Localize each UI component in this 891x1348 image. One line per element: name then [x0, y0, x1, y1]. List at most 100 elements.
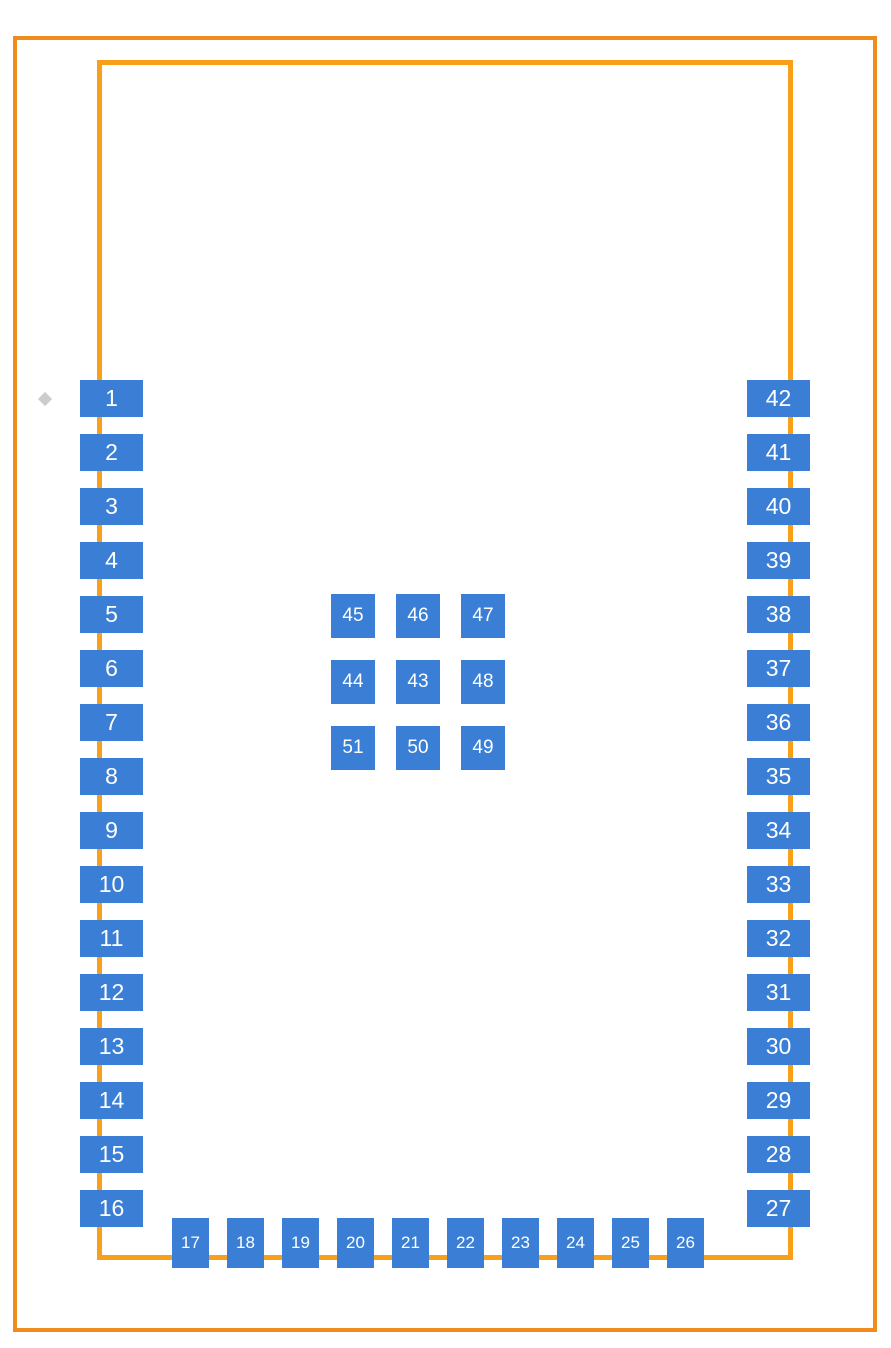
pad-label: 26 [676, 1233, 695, 1253]
pad-37: 37 [747, 650, 810, 687]
pad-label: 29 [766, 1087, 792, 1114]
outline-right-upper [788, 60, 793, 380]
pad-label: 10 [99, 871, 125, 898]
pad-30: 30 [747, 1028, 810, 1065]
pad-label: 49 [472, 737, 493, 759]
pad-35: 35 [747, 758, 810, 795]
pad-label: 2 [105, 439, 118, 466]
pad-27: 27 [747, 1190, 810, 1227]
pad-43: 43 [396, 660, 440, 704]
pad-label: 30 [766, 1033, 792, 1060]
pad-label: 47 [472, 605, 493, 627]
pad-36: 36 [747, 704, 810, 741]
pad-label: 8 [105, 763, 118, 790]
outline-left-upper [97, 60, 102, 380]
pad-label: 21 [401, 1233, 420, 1253]
pad-label: 36 [766, 709, 792, 736]
pad-label: 20 [346, 1233, 365, 1253]
pad-label: 50 [407, 737, 428, 759]
pad-label: 38 [766, 601, 792, 628]
pad-50: 50 [396, 726, 440, 770]
pad-18: 18 [227, 1218, 264, 1268]
pad-label: 16 [99, 1195, 125, 1222]
pad-31: 31 [747, 974, 810, 1011]
pad-label: 13 [99, 1033, 125, 1060]
pad-32: 32 [747, 920, 810, 957]
pad-label: 27 [766, 1195, 792, 1222]
pad-33: 33 [747, 866, 810, 903]
pad-label: 40 [766, 493, 792, 520]
pad-label: 35 [766, 763, 792, 790]
pad-label: 48 [472, 671, 493, 693]
pad-40: 40 [747, 488, 810, 525]
pad-label: 23 [511, 1233, 530, 1253]
pad-29: 29 [747, 1082, 810, 1119]
pad-label: 28 [766, 1141, 792, 1168]
pad-44: 44 [331, 660, 375, 704]
pad-41: 41 [747, 434, 810, 471]
pad-3: 3 [80, 488, 143, 525]
pad-28: 28 [747, 1136, 810, 1173]
pad-label: 22 [456, 1233, 475, 1253]
pad-label: 33 [766, 871, 792, 898]
pad-19: 19 [282, 1218, 319, 1268]
pad-6: 6 [80, 650, 143, 687]
pad-label: 45 [342, 605, 363, 627]
pad-label: 43 [407, 671, 428, 693]
pad-51: 51 [331, 726, 375, 770]
pad-label: 41 [766, 439, 792, 466]
pad-10: 10 [80, 866, 143, 903]
pad-label: 24 [566, 1233, 585, 1253]
pad-label: 17 [181, 1233, 200, 1253]
pad-13: 13 [80, 1028, 143, 1065]
pad-23: 23 [502, 1218, 539, 1268]
pad-label: 6 [105, 655, 118, 682]
pad-7: 7 [80, 704, 143, 741]
pad-label: 18 [236, 1233, 255, 1253]
pad-20: 20 [337, 1218, 374, 1268]
pad-26: 26 [667, 1218, 704, 1268]
pad-45: 45 [331, 594, 375, 638]
pad-label: 31 [766, 979, 792, 1006]
pad-16: 16 [80, 1190, 143, 1227]
pad-21: 21 [392, 1218, 429, 1268]
pad-label: 5 [105, 601, 118, 628]
pad-label: 12 [99, 979, 125, 1006]
pad-label: 1 [105, 385, 118, 412]
pad-9: 9 [80, 812, 143, 849]
pad-11: 11 [80, 920, 143, 957]
pad-8: 8 [80, 758, 143, 795]
pad-24: 24 [557, 1218, 594, 1268]
pad-label: 34 [766, 817, 792, 844]
pad-2: 2 [80, 434, 143, 471]
pad-25: 25 [612, 1218, 649, 1268]
pad-14: 14 [80, 1082, 143, 1119]
pad-label: 42 [766, 385, 792, 412]
pad-label: 46 [407, 605, 428, 627]
pad-47: 47 [461, 594, 505, 638]
pad-4: 4 [80, 542, 143, 579]
pad-label: 37 [766, 655, 792, 682]
pad-label: 14 [99, 1087, 125, 1114]
pad-label: 11 [100, 925, 124, 952]
pad-label: 51 [342, 737, 363, 759]
pad-46: 46 [396, 594, 440, 638]
pad-label: 19 [291, 1233, 310, 1253]
pad-39: 39 [747, 542, 810, 579]
pad-label: 25 [621, 1233, 640, 1253]
outline-top [97, 60, 793, 65]
pad-label: 3 [105, 493, 118, 520]
pad-5: 5 [80, 596, 143, 633]
pad-15: 15 [80, 1136, 143, 1173]
pad-label: 32 [766, 925, 792, 952]
pad-label: 39 [766, 547, 792, 574]
pad-34: 34 [747, 812, 810, 849]
pad-17: 17 [172, 1218, 209, 1268]
pad-38: 38 [747, 596, 810, 633]
pad-label: 4 [105, 547, 118, 574]
pad-42: 42 [747, 380, 810, 417]
pad-label: 44 [342, 671, 363, 693]
pad-49: 49 [461, 726, 505, 770]
pad-12: 12 [80, 974, 143, 1011]
pad-label: 7 [105, 709, 118, 736]
